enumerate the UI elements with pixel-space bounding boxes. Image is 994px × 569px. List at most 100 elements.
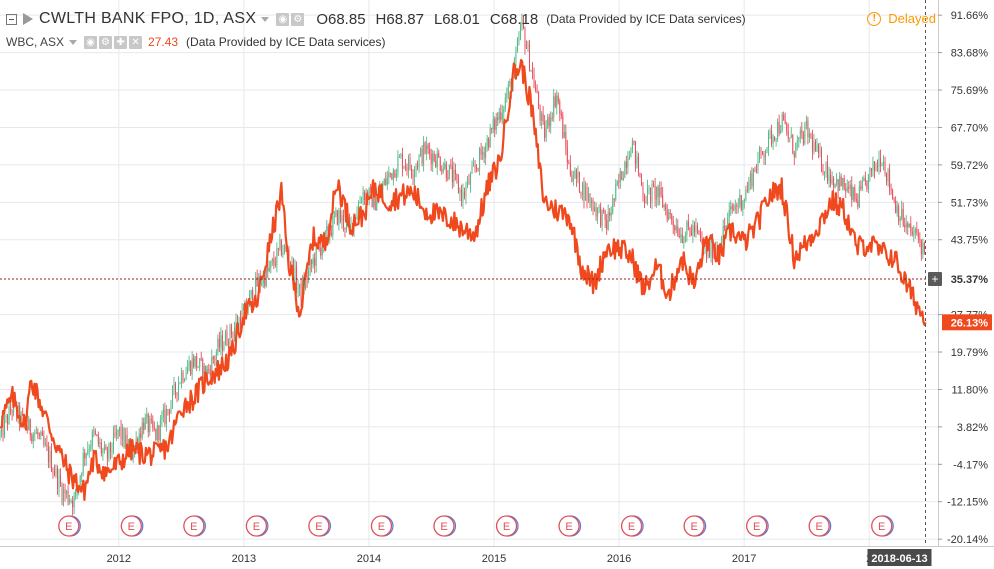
candle-body [893,199,895,201]
earnings-marker[interactable] [370,515,393,537]
compare-series-line [0,58,927,501]
earnings-marker[interactable] [871,515,893,537]
candle-body [335,210,337,216]
candle-body [433,153,435,161]
earnings-marker[interactable] [433,515,455,537]
open-value: 68.85 [328,10,366,28]
visibility-icon[interactable]: ◉ [84,35,98,49]
candle-body [792,135,794,154]
candle-body [164,409,166,424]
candle-body [905,223,907,228]
candle-body [588,193,590,201]
candle-body [397,157,399,174]
candle-body [49,450,51,463]
candle-body [161,416,163,420]
candle-body [613,198,615,200]
candle-body [138,433,140,448]
candle-body [459,189,461,194]
candle-body [675,226,677,231]
settings-icon[interactable]: ⚙ [99,35,113,49]
candle-body [283,245,285,253]
candle-body [827,162,829,182]
candle-body [235,321,237,329]
candle-body [547,117,549,128]
main-symbol-title[interactable]: CWLTH BANK FPO, 1D, ASX [39,10,257,27]
candle-body [182,372,184,382]
candle-body [559,101,561,114]
candle-body [529,44,531,71]
candle-body [509,81,511,85]
candle-body [755,170,757,172]
collapse-legend-button[interactable] [6,13,17,25]
candle-body [765,153,767,158]
close-value: 68.18 [500,10,539,28]
chevron-down-icon[interactable] [69,39,78,45]
crosshair-add-button[interactable]: + [928,271,942,286]
candle-body [125,434,127,447]
candle-body [592,199,594,211]
candle-body [621,171,623,180]
earnings-marker[interactable] [683,515,705,537]
candle-body [240,318,242,329]
candle-body [400,154,402,157]
candle-body [867,174,869,190]
candle-body [409,157,411,169]
candle-body [518,38,520,41]
candle-body [29,419,31,436]
candle-body [41,432,43,436]
candle-body [798,136,800,141]
candle-body [880,157,882,166]
candle-body [362,191,364,201]
move-icon[interactable]: ✚ [114,35,128,49]
candle-body [483,152,485,158]
candle-body [108,442,110,459]
remove-icon[interactable]: ✕ [129,35,143,49]
candle-body [374,191,376,211]
earnings-marker[interactable] [808,515,830,537]
earnings-marker[interactable] [183,515,205,537]
candle-body [914,228,916,234]
candle-body [0,432,1,436]
candle-body [541,113,543,121]
delayed-indicator[interactable]: ! Delayed [867,11,936,26]
candle-body [441,169,443,172]
earnings-marker-label: E [753,521,760,533]
visibility-icon[interactable]: ◉ [276,12,290,26]
earnings-marker[interactable] [620,515,643,537]
earnings-marker[interactable] [495,515,518,537]
price-axis-tick-label: 75.69% [951,85,989,97]
compare-symbol-title[interactable]: WBC, ASX [6,35,65,49]
chevron-down-icon[interactable] [261,16,270,22]
earnings-marker[interactable] [746,515,768,537]
candle-body [88,449,90,450]
earnings-marker[interactable] [558,515,580,537]
candle-body [350,222,352,224]
candle-body [781,114,783,131]
candle-body [442,168,444,172]
candle-body [651,184,653,202]
plus-icon[interactable] [928,271,942,286]
candle-body [492,119,494,130]
earnings-marker[interactable] [58,515,80,537]
candle-body [8,407,10,425]
candle-body [922,243,924,255]
candle-body [772,136,774,144]
earnings-marker[interactable] [308,515,330,537]
candle-body [424,142,426,154]
candle-body [666,209,668,220]
candle-body [769,130,771,133]
candle-body [280,240,282,255]
settings-icon[interactable]: ⚙ [291,12,305,26]
main-series-legend: CWLTH BANK FPO, 1D, ASX ◉ ⚙ O 68.85 H 68.8… [6,10,746,28]
candle-body [165,409,167,424]
earnings-marker[interactable] [245,515,268,537]
candle-body [388,172,390,177]
candle-body [338,210,340,225]
earnings-marker[interactable] [120,515,142,537]
candle-body [904,225,906,228]
candle-body [392,169,394,180]
candle-body [801,129,803,134]
candle-body [892,190,894,200]
candle-body [497,117,499,120]
